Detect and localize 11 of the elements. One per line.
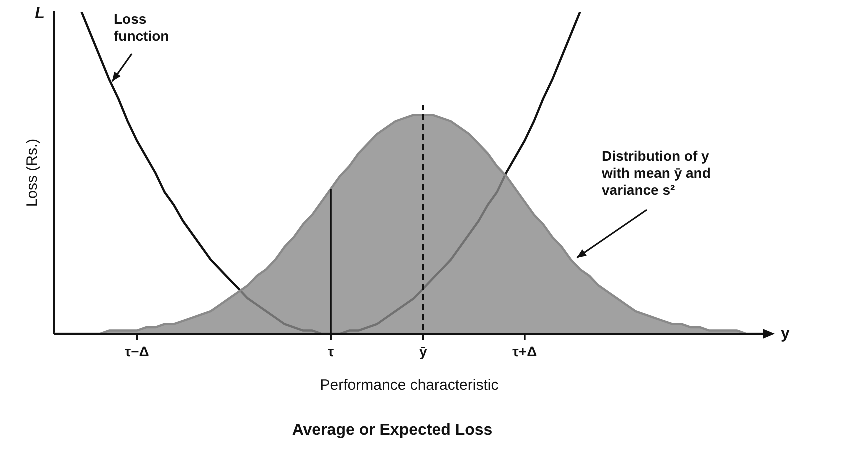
text: Average or Expected Loss	[292, 422, 493, 439]
annotation: Loss function	[114, 10, 170, 44]
x-axis-title: Performance characteristic	[320, 376, 500, 394]
x-tick-label: τ+Δ	[512, 343, 538, 360]
annotation: Distribution of y with mean ȳ and variance s²	[601, 148, 711, 198]
y-axis-title: Loss (Rs.)	[24, 138, 42, 208]
x-tick-label: ȳ	[419, 343, 428, 360]
x-tick-label: τ−Δ	[124, 343, 150, 360]
text: L	[35, 5, 45, 22]
text: y	[781, 325, 790, 342]
x-tick-label: τ	[328, 343, 335, 360]
